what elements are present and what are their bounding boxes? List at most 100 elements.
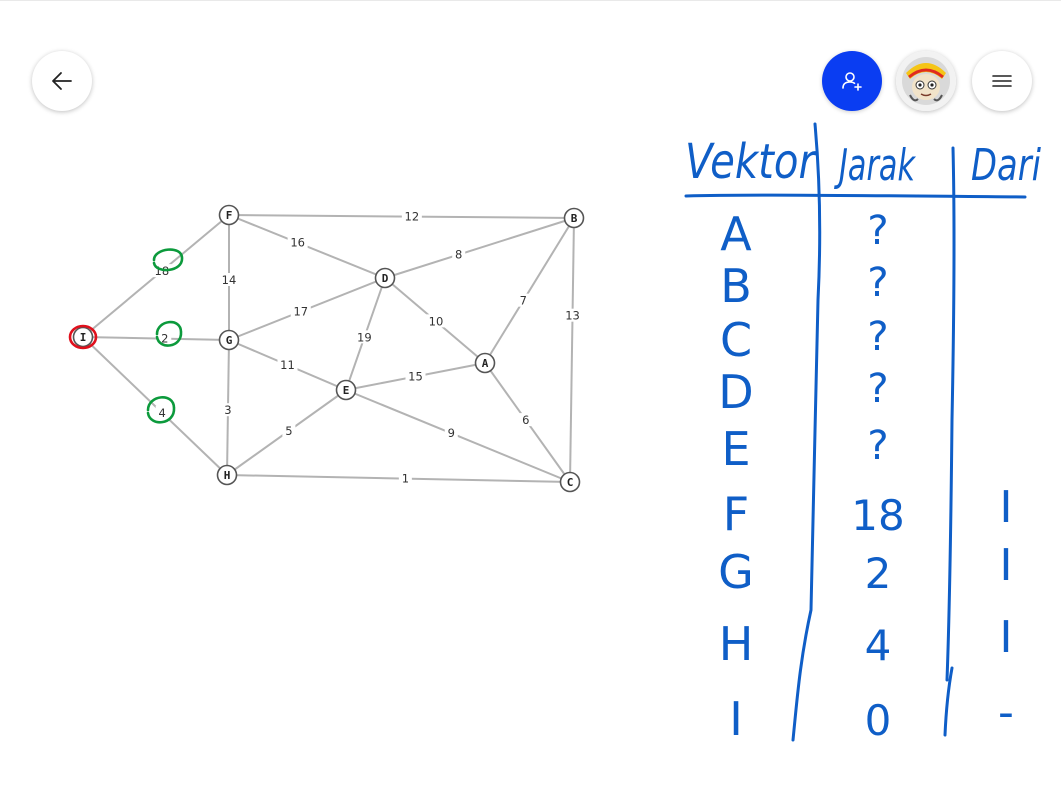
graph-node-I: I — [68, 324, 98, 350]
avatar[interactable] — [896, 51, 956, 111]
row-vektor: H — [719, 617, 754, 671]
invite-user-button[interactable] — [822, 51, 882, 111]
edge-label-bg — [401, 209, 422, 223]
row-jarak: ? — [867, 366, 888, 412]
add-person-icon — [842, 72, 862, 91]
hand-highlights — [146, 248, 184, 424]
edge-label-bg — [282, 423, 296, 437]
row-jarak: 18 — [851, 491, 904, 540]
edge-label-bg — [519, 413, 533, 427]
row-jarak: ? — [867, 208, 888, 254]
weight-highlight-0 — [152, 248, 184, 272]
graph-edge-DE: 19 — [345, 277, 386, 391]
edge-label-bg — [516, 293, 530, 307]
node-label: I — [80, 331, 87, 344]
node-circle — [218, 204, 240, 226]
edge-weight-label: 4 — [159, 406, 166, 420]
edge-label-bg — [155, 405, 169, 419]
table-row: B? — [720, 259, 888, 313]
graph-node-G: G — [218, 329, 240, 351]
edge-weight-label: 9 — [448, 426, 455, 440]
node-circle — [559, 471, 581, 493]
row-jarak: 4 — [865, 621, 892, 670]
row-vektor: F — [723, 487, 749, 541]
edge-weight-label: 11 — [280, 358, 295, 372]
node-label: F — [226, 209, 233, 222]
table-row: D? — [718, 365, 888, 419]
row-vektor: A — [720, 207, 752, 261]
edge-weight-label: 6 — [522, 413, 529, 427]
row-vektor: B — [720, 259, 752, 313]
row-dari: I — [1000, 540, 1013, 591]
graph-edge-DB: 8 — [384, 217, 575, 279]
row-jarak: ? — [867, 260, 888, 306]
edge-line — [82, 336, 228, 476]
graph-edge-EC: 9 — [345, 389, 571, 483]
row-jarak: 2 — [865, 549, 892, 598]
node-label: A — [482, 357, 489, 370]
edge-weight-label: 16 — [290, 236, 305, 250]
table-row: E? — [721, 422, 888, 476]
edge-weight-label: 5 — [285, 424, 292, 438]
edge-weight-label: 10 — [429, 314, 444, 328]
edge-weight-label: 1 — [402, 472, 409, 486]
graph-edge-AB: 7 — [484, 217, 575, 364]
start-node-highlight — [68, 324, 98, 350]
row-vektor: G — [718, 545, 754, 599]
graph-node-E: E — [335, 379, 357, 401]
edge-line — [228, 214, 575, 219]
graph-edge-GD: 17 — [228, 277, 386, 341]
edge-line — [484, 217, 575, 364]
edge-label-bg — [354, 330, 375, 344]
edge-weight-label: 14 — [222, 273, 237, 287]
arrow-left-icon — [52, 72, 72, 90]
node-label: H — [224, 469, 231, 482]
node-circle — [218, 329, 240, 351]
edge-weight-label: 13 — [565, 309, 580, 323]
table-row: H 4 I — [719, 612, 1013, 671]
graph-edge-HE: 5 — [226, 389, 347, 476]
edge-line — [384, 217, 575, 279]
table-rows: A ?B ?C ?D ?E ?F 18 IG 2 IH 4 II 0- — [718, 207, 1014, 746]
graph-edge-FI: 18 — [82, 214, 230, 338]
edge-label-bg — [221, 403, 235, 417]
edge-weight-label: 2 — [161, 332, 168, 346]
table-grid — [684, 122, 1027, 742]
edge-label-bg — [452, 247, 466, 261]
graph-edge-FG: 14 — [219, 215, 239, 340]
graph-node-H: H — [216, 464, 238, 486]
node-circle — [474, 352, 496, 374]
node-circle — [216, 464, 238, 486]
table-row: G 2 I — [718, 540, 1012, 599]
avatar-image — [896, 51, 956, 111]
hamburger-menu-icon — [992, 75, 1012, 87]
edge-label-bg — [219, 273, 239, 286]
graph-edge-AC: 6 — [484, 362, 571, 483]
table-headers: Vektor Jarak Dari — [685, 134, 1042, 191]
row-jarak: ? — [867, 423, 888, 469]
node-circle — [563, 207, 585, 229]
edge-weight-label: 3 — [224, 403, 231, 417]
weight-highlight-2 — [146, 396, 176, 424]
row-jarak: 0 — [865, 696, 892, 745]
graph-node-F: F — [218, 204, 240, 226]
back-button[interactable] — [32, 51, 92, 111]
node-circle — [72, 326, 94, 348]
edge-weight-label: 8 — [455, 248, 462, 262]
table-row: F 18 I — [723, 482, 1013, 541]
row-vektor: I — [729, 692, 743, 746]
edge-label-bg — [426, 314, 446, 328]
row-vektor: E — [721, 422, 750, 476]
table-row: C? — [720, 313, 889, 367]
table-header-2: Dari — [971, 140, 1042, 191]
edge-label-bg — [158, 331, 172, 345]
edge-label-bg — [277, 358, 298, 371]
row-jarak: ? — [867, 314, 888, 360]
edge-label-bg — [398, 471, 412, 485]
graph-node-B: B — [563, 207, 585, 229]
edge-weight-label: 12 — [405, 210, 420, 224]
edge-weight-label: 19 — [357, 330, 372, 344]
menu-button[interactable] — [972, 51, 1032, 111]
